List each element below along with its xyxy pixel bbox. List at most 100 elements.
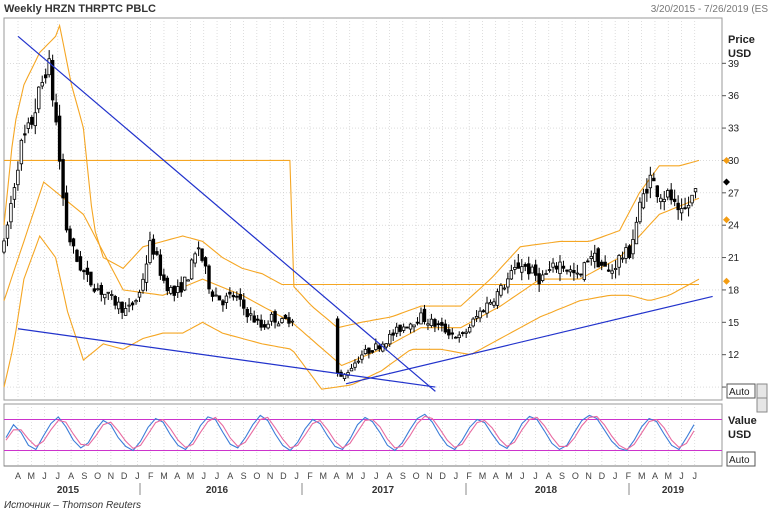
candle-body xyxy=(37,86,41,110)
candle-body xyxy=(624,247,628,259)
candle-body xyxy=(627,245,632,258)
candle-body xyxy=(509,270,514,280)
month-label: J xyxy=(533,471,538,481)
candle-body xyxy=(440,322,444,326)
candle-body xyxy=(568,269,573,273)
candle-body xyxy=(561,265,566,269)
candle-body xyxy=(589,255,593,259)
candle-body xyxy=(457,334,461,339)
candle-body xyxy=(464,331,468,334)
candle-body xyxy=(162,274,166,281)
month-label: J xyxy=(679,471,684,481)
candle-body xyxy=(54,102,58,123)
month-label: N xyxy=(267,471,274,481)
month-label: D xyxy=(280,471,287,481)
candle-body xyxy=(68,228,72,243)
candle-body xyxy=(672,198,677,202)
candle-body xyxy=(113,296,117,306)
candle-body xyxy=(443,323,448,333)
candle-body xyxy=(123,308,128,316)
candle-body xyxy=(221,300,225,306)
price-tick-label: 21 xyxy=(728,253,740,264)
candle-body xyxy=(231,294,236,298)
candle-body xyxy=(551,262,555,268)
month-label: F xyxy=(307,471,313,481)
price-axis-label: Price xyxy=(728,34,755,46)
candle-body xyxy=(280,318,284,323)
candle-body xyxy=(78,256,83,271)
month-label: J xyxy=(202,471,207,481)
candle-body xyxy=(353,362,357,368)
month-label: M xyxy=(638,471,646,481)
price-y-axis: 912151821242730333639 xyxy=(722,59,740,394)
chart-title: Weekly HRZN THRPTC PBLC xyxy=(4,3,156,15)
price-scroll-handle[interactable] xyxy=(756,383,768,399)
osc-series-line xyxy=(5,413,695,452)
candle-body xyxy=(645,188,649,194)
lower-band xyxy=(3,234,700,390)
month-label: F xyxy=(148,471,154,481)
candle-body xyxy=(2,240,6,253)
candle-body xyxy=(5,224,10,239)
candle-body xyxy=(169,286,173,294)
candle-body xyxy=(634,221,639,245)
candle-body xyxy=(155,251,159,255)
candle-body xyxy=(471,318,475,327)
candle-body xyxy=(620,257,625,260)
candle-body xyxy=(43,74,48,79)
osc-scroll-handle[interactable] xyxy=(756,397,768,413)
candle-body xyxy=(478,310,482,319)
candle-body xyxy=(200,248,204,261)
osc-auto-button[interactable] xyxy=(726,451,756,467)
month-label: N xyxy=(108,471,115,481)
candle-body xyxy=(599,261,604,266)
price-auto-button[interactable] xyxy=(726,383,756,399)
price-marker xyxy=(723,277,730,285)
candle-body xyxy=(176,286,180,294)
candle-body xyxy=(151,238,156,255)
candle-body xyxy=(360,354,364,360)
year-label: 2018 xyxy=(535,485,558,496)
candle-body xyxy=(533,264,538,276)
candle-body xyxy=(266,323,270,329)
candle-body xyxy=(207,265,211,290)
candle-body xyxy=(249,313,253,316)
month-label: J xyxy=(56,471,61,481)
candle-body xyxy=(412,324,416,328)
month-label: A xyxy=(493,471,499,481)
candle-body xyxy=(144,263,149,283)
candle-body xyxy=(499,284,503,296)
month-label: F xyxy=(626,471,632,481)
candle-body xyxy=(64,192,69,231)
month-label: M xyxy=(479,471,487,481)
month-label: J xyxy=(215,471,220,481)
candle-body xyxy=(61,159,65,199)
month-label: A xyxy=(652,471,658,481)
month-label: O xyxy=(413,471,420,481)
candle-body xyxy=(130,302,135,306)
osc-axis-label: Value xyxy=(728,415,757,427)
candle-body xyxy=(690,194,694,204)
candle-body xyxy=(255,318,260,321)
candle-body xyxy=(401,326,406,331)
candle-body xyxy=(655,185,659,198)
month-label: M xyxy=(160,471,168,481)
candle-body xyxy=(422,308,427,323)
month-label: J xyxy=(135,471,140,481)
month-label: M xyxy=(505,471,513,481)
price-marker xyxy=(723,178,730,186)
price-grid xyxy=(4,18,722,400)
candle-body xyxy=(120,301,124,313)
candle-body xyxy=(141,278,145,291)
candle-body xyxy=(370,350,375,353)
candle-body xyxy=(419,312,423,325)
month-label: O xyxy=(253,471,260,481)
upper-band-left xyxy=(3,23,699,286)
candle-body xyxy=(12,187,17,200)
year-label: 2019 xyxy=(662,485,685,496)
candle-body xyxy=(89,271,93,286)
candle-body xyxy=(252,315,256,323)
candle-body xyxy=(96,288,100,291)
candle-body xyxy=(16,169,20,186)
